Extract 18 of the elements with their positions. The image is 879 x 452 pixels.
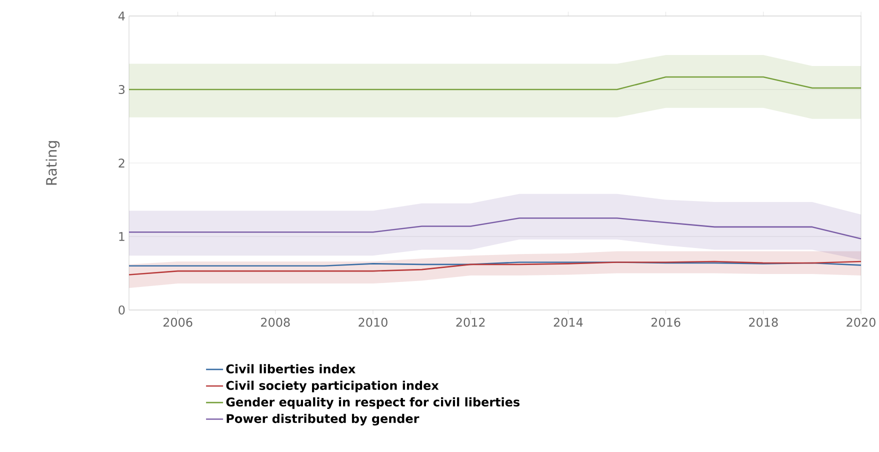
y-tick-label: 2 — [118, 158, 124, 168]
y-axis-title: Rating — [46, 141, 60, 185]
x-tick-label: 2010 — [358, 318, 388, 327]
y-tick-label: 3 — [118, 84, 125, 94]
x-tick-label: 2008 — [261, 318, 290, 327]
x-tick-label: 2020 — [846, 318, 876, 327]
legend-label: Civil liberties index — [226, 364, 356, 374]
legend-label: Civil society participation index — [226, 380, 439, 392]
y-tick-label: 4 — [118, 12, 125, 20]
x-tick-label: 2014 — [554, 318, 583, 327]
x-tick-label: 2012 — [456, 318, 485, 327]
x-tick-label: 2006 — [163, 318, 192, 327]
legend-label: Gender equality in respect for civil liberties — [226, 397, 520, 409]
legend-label: Power distributed by gender — [226, 414, 420, 426]
y-tick-label: 0 — [118, 305, 125, 315]
x-tick-label: 2016 — [651, 318, 680, 327]
y-tick-label: 1 — [119, 232, 124, 241]
x-tick-label: 2018 — [749, 318, 778, 327]
